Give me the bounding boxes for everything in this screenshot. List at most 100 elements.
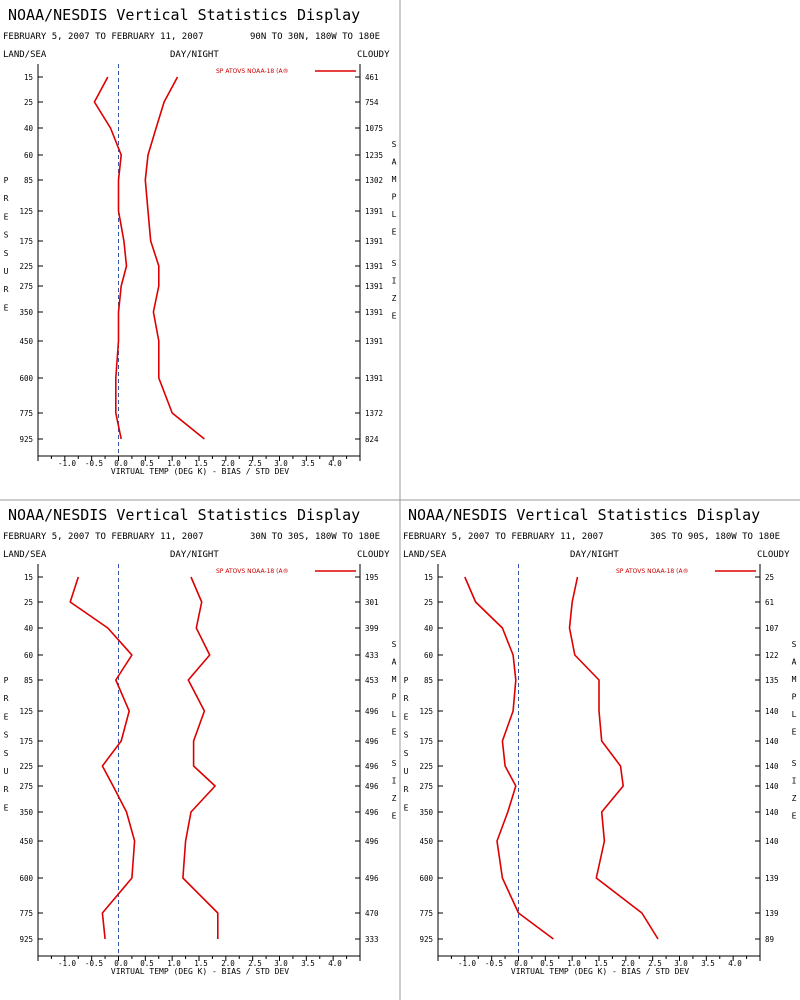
sample-size-label: 399: [365, 624, 379, 633]
x-tick-label: -0.5: [85, 459, 103, 468]
x-axis-label: VIRTUAL TEMP (DEG K) - BIAS / STD DEV: [111, 467, 289, 476]
pressure-level-label: 125: [19, 207, 33, 216]
x-axis-label: VIRTUAL TEMP (DEG K) - BIAS / STD DEV: [111, 967, 289, 976]
sample-size-label: 433: [365, 651, 379, 660]
x-tick-label: 1.5: [594, 959, 608, 968]
pressure-level-label: 25: [24, 98, 33, 107]
pressure-level-label: 275: [19, 782, 33, 791]
x-tick-label: -1.0: [58, 959, 77, 968]
x-tick-label: 2.0: [621, 959, 635, 968]
pressure-level-label: 775: [19, 909, 33, 918]
x-tick-label: 1.5: [194, 959, 208, 968]
chart-region: 30S TO 90S, 180W TO 180E: [650, 532, 780, 542]
chart-date-range: FEBRUARY 5, 2007 TO FEBRUARY 11, 2007: [403, 532, 603, 542]
chart-panel-2: NOAA/NESDIS Vertical Statistics Display F…: [3, 506, 397, 976]
pressure-level-label: 600: [19, 874, 33, 883]
pressure-level-label: 15: [24, 73, 33, 82]
chart-panel-3: NOAA/NESDIS Vertical Statistics Display F…: [403, 506, 797, 976]
sample-size-label: 140: [765, 762, 779, 771]
x-tick-label: 2.5: [248, 959, 262, 968]
pressure-level-label: 775: [19, 409, 33, 418]
x-tick-label: 1.0: [167, 459, 181, 468]
sample-size-label: 754: [365, 98, 379, 107]
bias-line: [69, 576, 136, 940]
x-tick-label: 4.0: [328, 959, 342, 968]
sample-size-label: 1075: [365, 124, 383, 133]
pressure-level-label: 60: [24, 651, 34, 660]
pressure-level-label: 40: [24, 624, 34, 633]
x-tick-label: 0.0: [114, 959, 128, 968]
std-dev-line: [568, 576, 659, 940]
pressure-level-label: 350: [19, 808, 33, 817]
pressure-level-label: 925: [19, 935, 33, 944]
sample-size-label: 453: [365, 676, 379, 685]
sample-size-label: 1372: [365, 409, 383, 418]
pressure-level-label: 175: [19, 237, 33, 246]
pressure-level-label: 225: [19, 262, 33, 271]
pressure-level-label: 175: [419, 737, 433, 746]
header-land-sea: LAND/SEA: [3, 550, 47, 560]
sample-size-label: 1391: [365, 308, 383, 317]
pressure-level-label: 225: [19, 762, 33, 771]
pressure-level-label: 450: [419, 837, 433, 846]
sample-size-label: 301: [365, 598, 379, 607]
sample-size-label: 122: [765, 651, 779, 660]
sample-size-label: 195: [365, 573, 379, 582]
pressure-level-label: 15: [424, 573, 433, 582]
x-tick-label: 2.0: [221, 459, 235, 468]
chart-region: 90N TO 30N, 180W TO 180E: [250, 32, 380, 42]
x-tick-label: 2.5: [648, 959, 662, 968]
pressure-level-label: 25: [424, 598, 433, 607]
sample-size-label: 333: [365, 935, 379, 944]
chart-date-range: FEBRUARY 5, 2007 TO FEBRUARY 11, 2007: [3, 532, 203, 542]
sample-size-label: 140: [765, 707, 779, 716]
sample-size-label: 496: [365, 808, 379, 817]
x-tick-label: 3.5: [301, 959, 315, 968]
sample-size-label: 1391: [365, 282, 383, 291]
sample-size-label: 25: [765, 573, 774, 582]
pressure-level-label: 350: [419, 808, 433, 817]
x-tick-label: 1.0: [567, 959, 581, 968]
pressure-level-label: 925: [419, 935, 433, 944]
header-cloudy: CLOUDY: [357, 550, 390, 560]
chart-title: NOAA/NESDIS Vertical Statistics Display: [408, 506, 760, 524]
pressure-level-label: 85: [424, 676, 433, 685]
pressure-level-label: 60: [24, 151, 34, 160]
pressure-level-label: 350: [19, 308, 33, 317]
sample-size-label: 496: [365, 874, 379, 883]
x-tick-label: 3.0: [274, 959, 288, 968]
pressure-level-label: 925: [19, 435, 33, 444]
x-tick-label: 3.5: [301, 459, 315, 468]
sample-size-label: 496: [365, 762, 379, 771]
sample-size-label: 496: [365, 782, 379, 791]
pressure-level-label: 85: [24, 176, 33, 185]
pressure-level-label: 600: [19, 374, 33, 383]
sample-size-label: 824: [365, 435, 379, 444]
bias-line: [93, 76, 128, 440]
header-land-sea: LAND/SEA: [3, 50, 47, 60]
x-tick-label: 4.0: [728, 959, 742, 968]
x-tick-label: 0.5: [540, 959, 554, 968]
sample-size-label: 1391: [365, 237, 383, 246]
sample-size-label: 139: [765, 874, 779, 883]
pressure-level-label: 85: [24, 676, 33, 685]
pressure-level-label: 275: [19, 282, 33, 291]
x-tick-label: 2.0: [221, 959, 235, 968]
sample-size-label: 1391: [365, 207, 383, 216]
pressure-level-label: 125: [419, 707, 433, 716]
x-tick-label: 2.5: [248, 459, 262, 468]
sample-size-label: 107: [765, 624, 779, 633]
x-tick-label: 1.5: [194, 459, 208, 468]
header-cloudy: CLOUDY: [357, 50, 390, 60]
header-day-night: DAY/NIGHT: [170, 50, 219, 60]
x-tick-label: 0.0: [514, 959, 528, 968]
pressure-level-label: 275: [419, 782, 433, 791]
sample-size-label: 140: [765, 837, 779, 846]
bias-line: [464, 576, 554, 940]
legend-label: SP ATOVS NOAA-18 (A®: [616, 568, 689, 575]
pressure-level-label: 40: [24, 124, 34, 133]
